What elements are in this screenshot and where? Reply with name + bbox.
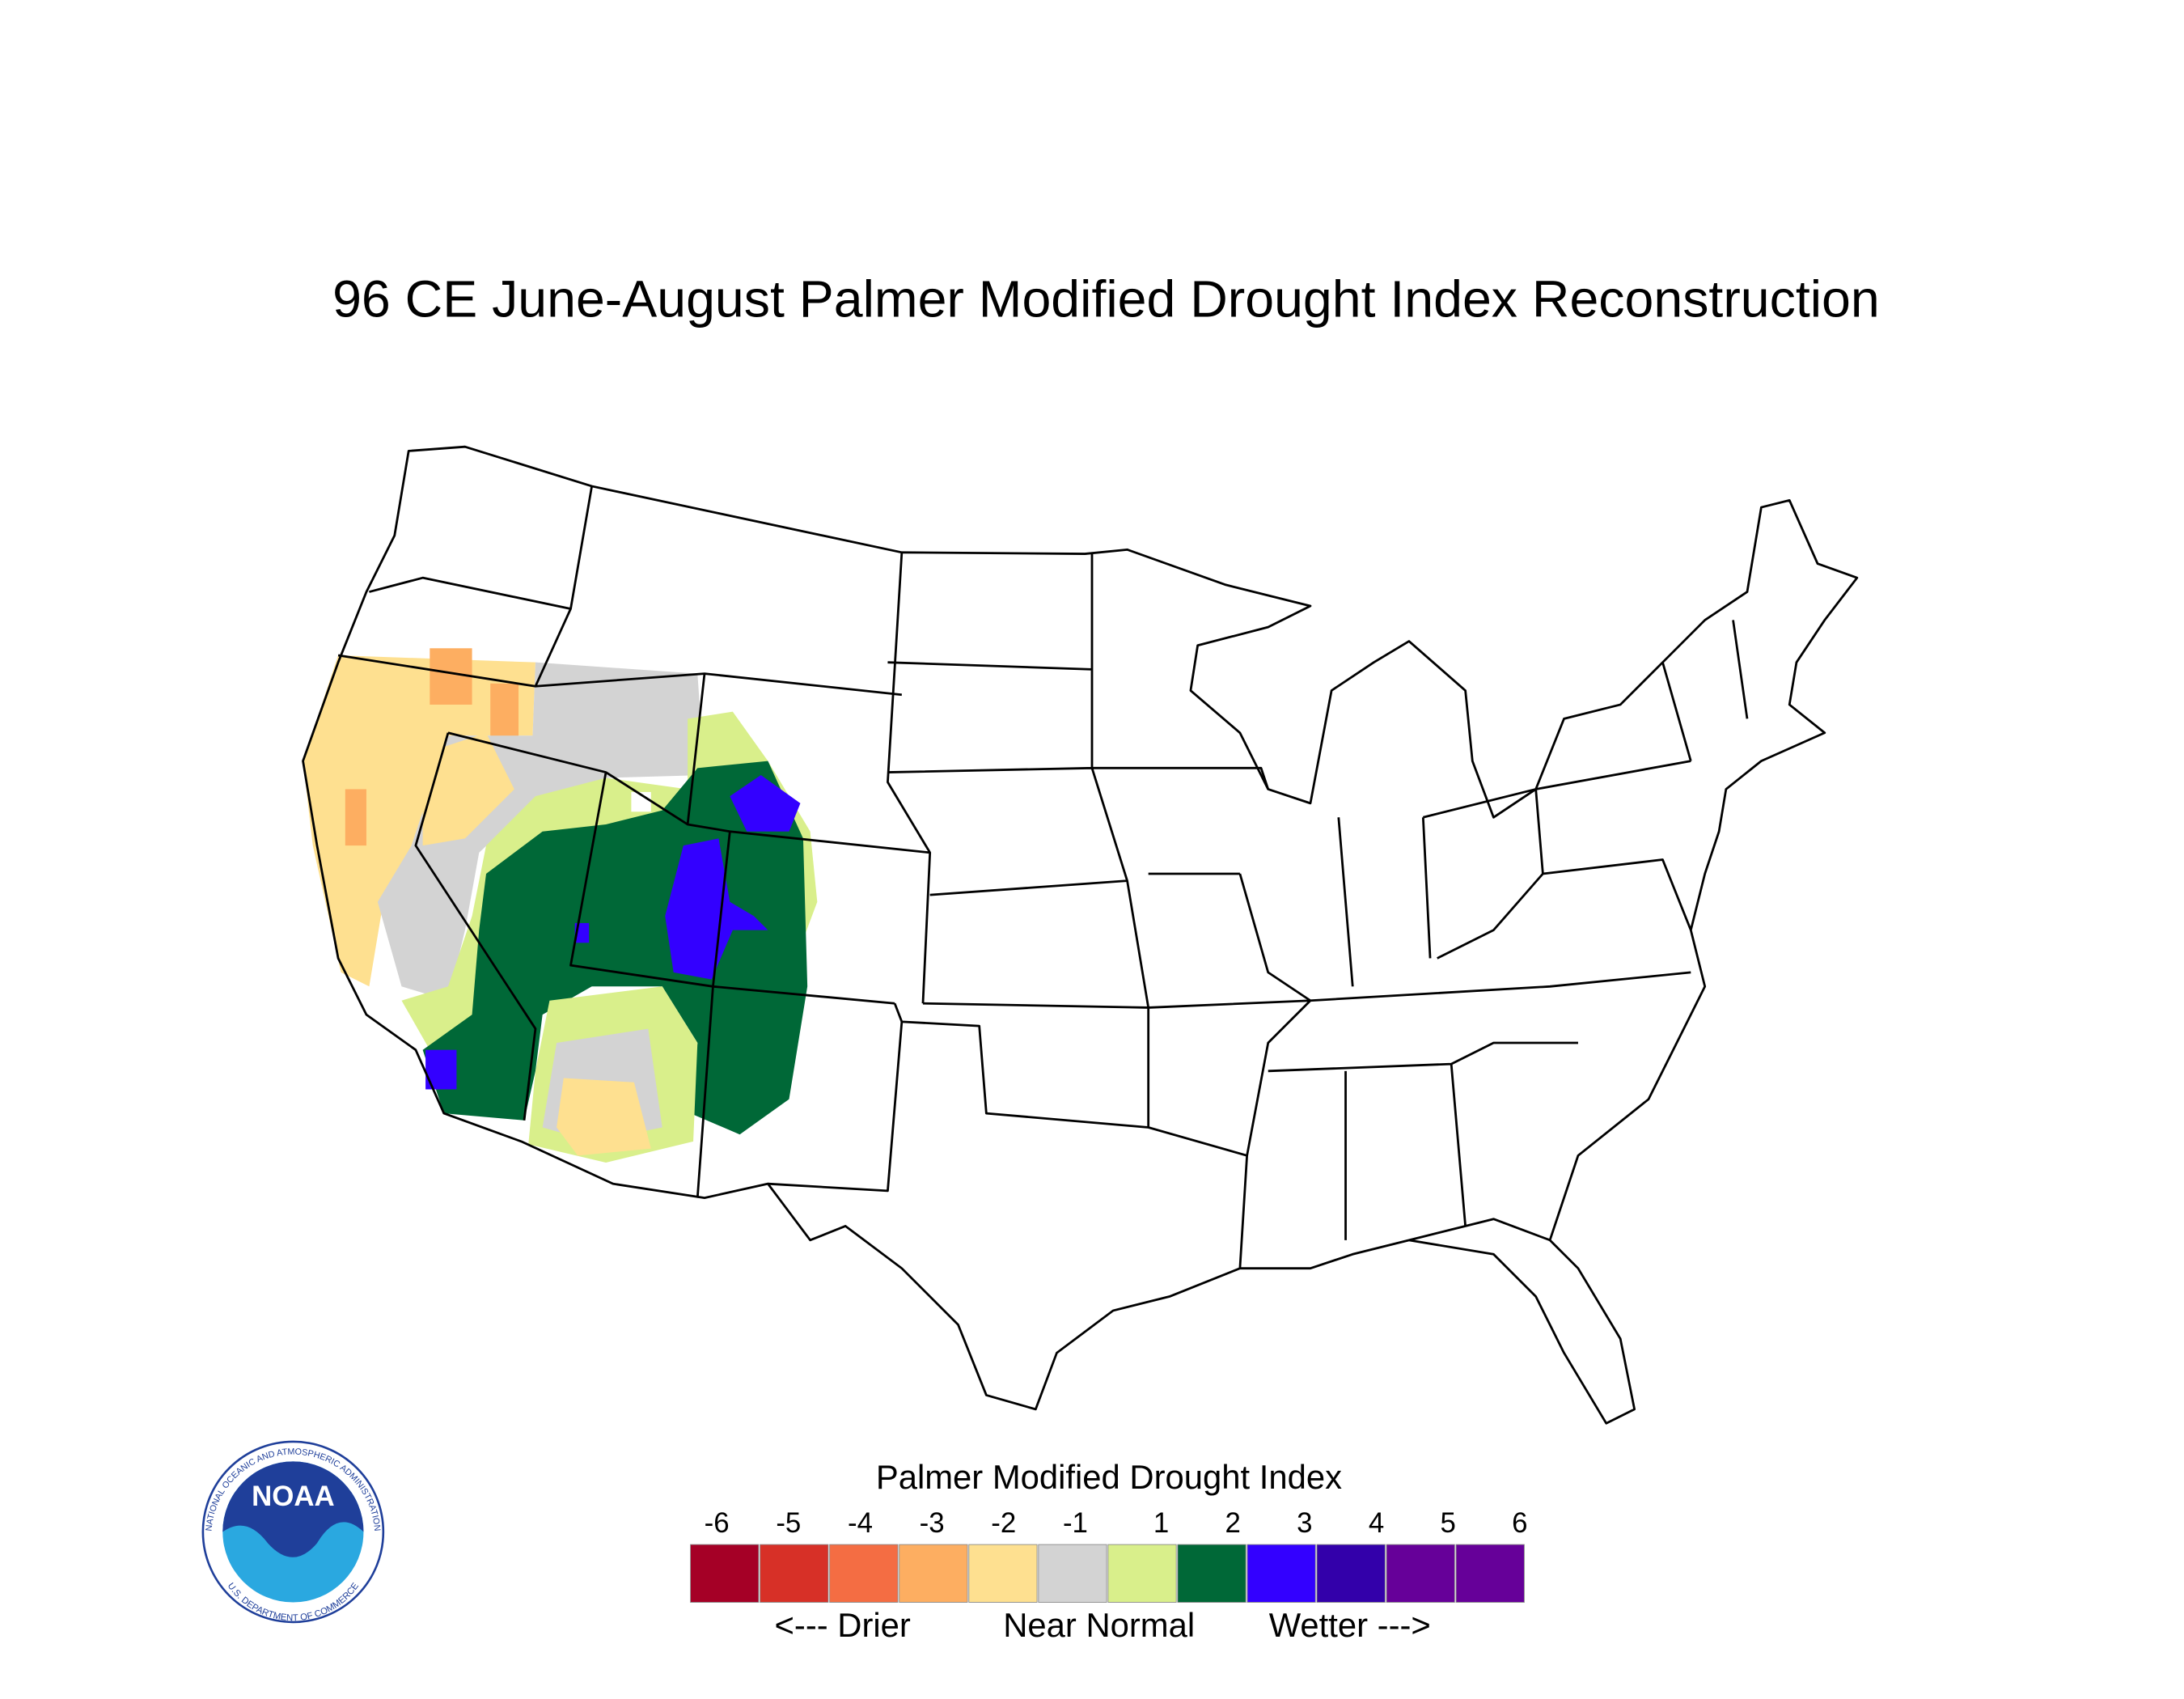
- legend-caption: Near Normal: [1003, 1606, 1195, 1644]
- legend-title: Palmer Modified Drought Index: [876, 1458, 1342, 1496]
- legend-swatch: [829, 1544, 899, 1603]
- legend-label: 2: [1225, 1507, 1240, 1539]
- us-outline: [302, 445, 1859, 1425]
- legend-swatch: [1177, 1544, 1246, 1603]
- legend-caption: <--- Drier: [775, 1606, 911, 1644]
- legend-swatch: [1246, 1544, 1316, 1603]
- legend-swatch: [1107, 1544, 1177, 1603]
- region: [557, 1078, 651, 1156]
- legend-swatch: [1386, 1544, 1455, 1603]
- state-borders: [302, 445, 1859, 1425]
- region: [430, 648, 472, 705]
- legend-label: -5: [776, 1507, 801, 1539]
- logo-text: NOAA: [252, 1481, 335, 1512]
- title: 96 CE June-August Palmer Modified Drough…: [332, 270, 1880, 328]
- region: [303, 655, 535, 987]
- noaa-logo: NOAA NATIONAL OCEANIC AND ATMOSPHERIC AD…: [201, 1440, 385, 1623]
- region: [422, 732, 514, 846]
- region: [730, 775, 801, 832]
- logo-top: [222, 1461, 364, 1557]
- legend-label: 5: [1440, 1507, 1455, 1539]
- legend-swatch: [760, 1544, 829, 1603]
- legend-label: -6: [705, 1507, 730, 1539]
- legend-label: 4: [1369, 1507, 1384, 1539]
- state-line: [337, 485, 1749, 1269]
- legend-label: -1: [1063, 1507, 1088, 1539]
- legend-caption: Wetter --->: [1269, 1606, 1431, 1644]
- legend-label: -4: [848, 1507, 873, 1539]
- legend-swatch: [899, 1544, 968, 1603]
- legend-label: 1: [1153, 1507, 1169, 1539]
- legend-swatch: [1455, 1544, 1525, 1603]
- legend-label: -3: [920, 1507, 945, 1539]
- legend-label: -2: [991, 1507, 1016, 1539]
- region: [490, 683, 519, 737]
- region: [345, 789, 366, 846]
- legend-swatch: [1038, 1544, 1107, 1603]
- legend-swatch: [1316, 1544, 1386, 1603]
- shading: [303, 648, 818, 1163]
- legend-label: 6: [1512, 1507, 1527, 1539]
- legend-swatch: [968, 1544, 1038, 1603]
- legend-label: 3: [1297, 1507, 1312, 1539]
- legend-swatch: [690, 1544, 760, 1603]
- region: [665, 838, 768, 980]
- legend: Palmer Modified Drought Index -6 -5 -4 -3 -2…: [690, 1458, 1528, 1644]
